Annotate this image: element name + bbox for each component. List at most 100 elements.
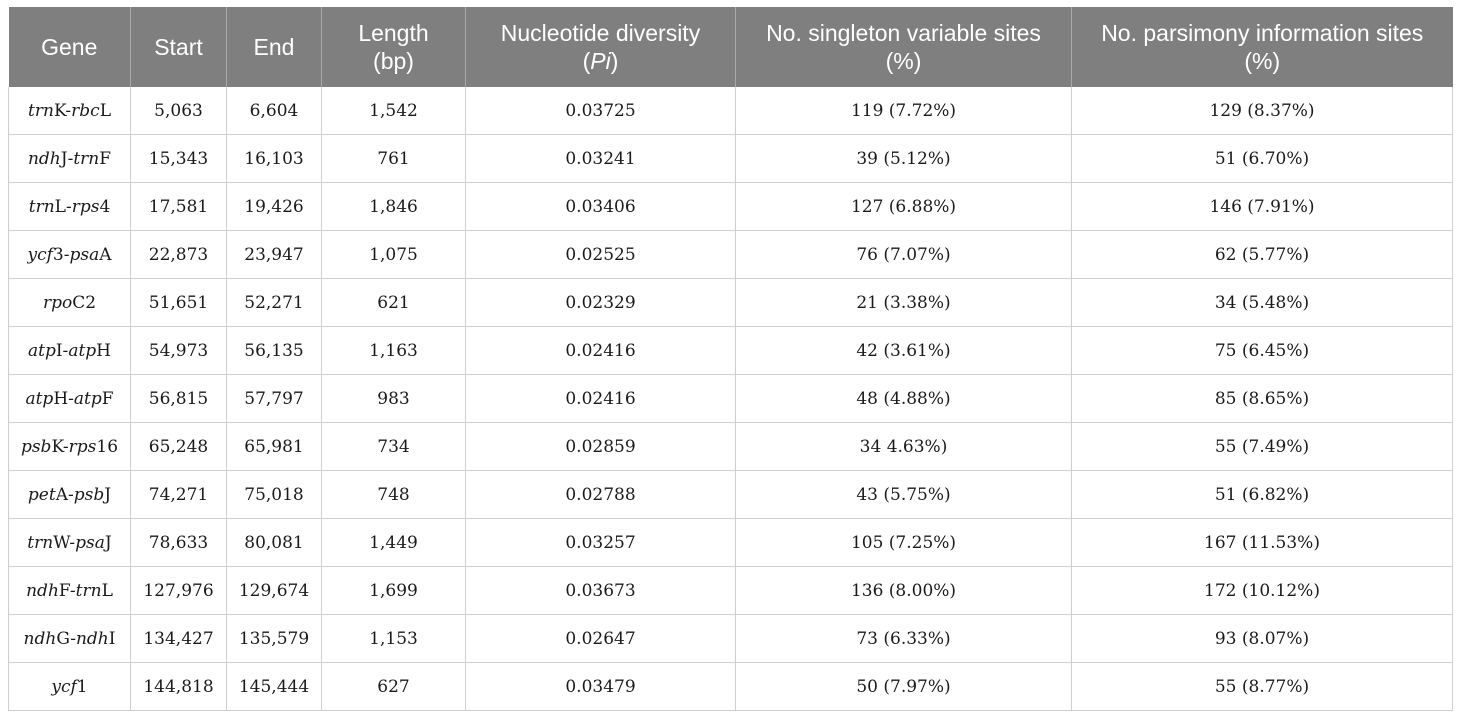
table-row: trnW-psaJ 78,633 80,081 1,449 0.03257 105 (7.… [8, 518, 1453, 567]
table-row: ndhJ-trnF 15,343 16,103 761 0.03241 39 (5.12%… [8, 134, 1453, 183]
table-row: ndhG-ndhI 134,427 135,579 1,153 0.02647 73 (6… [8, 614, 1453, 663]
cell-end: 145,444 [226, 662, 322, 711]
table-row: ycf3-psaA 22,873 23,947 1,075 0.02525 76 (7.0… [8, 230, 1453, 279]
cell-length: 1,846 [321, 182, 466, 231]
cell-diversity: 0.03673 [465, 566, 736, 615]
table-row: ndhF-trnL 127,976 129,674 1,699 0.03673 136 (… [8, 566, 1453, 615]
cell-diversity: 0.02416 [465, 374, 736, 423]
cell-parsimony: 172 (10.12%) [1071, 566, 1453, 615]
header-end: End [226, 7, 322, 87]
cell-diversity: 0.02416 [465, 326, 736, 375]
cell-singleton: 39 (5.12%) [735, 134, 1072, 183]
cell-start: 54,973 [130, 326, 227, 375]
cell-parsimony: 51 (6.70%) [1071, 134, 1453, 183]
cell-parsimony: 75 (6.45%) [1071, 326, 1453, 375]
cell-parsimony: 93 (8.07%) [1071, 614, 1453, 663]
cell-end: 23,947 [226, 230, 322, 279]
data-table-container: Gene Start End Length (bp) Nucleotide div… [8, 7, 1453, 711]
header-singleton-sites: No. singleton variable sites (%) [735, 7, 1072, 87]
header-parsimony-sites-label: No. parsimony information sites (%) [1101, 20, 1424, 74]
cell-end: 65,981 [226, 422, 322, 471]
header-row: Gene Start End Length (bp) Nucleotide div… [8, 7, 1453, 87]
cell-singleton: 127 (6.88%) [735, 182, 1072, 231]
cell-end: 80,081 [226, 518, 322, 567]
table-header: Gene Start End Length (bp) Nucleotide div… [8, 7, 1453, 87]
cell-gene: trnK-rbcL [8, 87, 131, 135]
cell-start: 51,651 [130, 278, 227, 327]
cell-end: 19,426 [226, 182, 322, 231]
cell-length: 734 [321, 422, 466, 471]
header-nucleotide-diversity-label: Nucleotide diversity (Pi) [500, 20, 701, 74]
cell-gene: petA-psbJ [8, 470, 131, 519]
header-gene: Gene [8, 7, 131, 87]
cell-end: 135,579 [226, 614, 322, 663]
cell-end: 52,271 [226, 278, 322, 327]
cell-length: 1,449 [321, 518, 466, 567]
table-row: rpoC2 51,651 52,271 621 0.02329 21 (3.38%) 34 … [8, 278, 1453, 327]
cell-length: 761 [321, 134, 466, 183]
cell-length: 1,542 [321, 87, 466, 135]
table-body: trnK-rbcL 5,063 6,604 1,542 0.03725 119 (7.72… [8, 87, 1453, 711]
cell-gene: atpI-atpH [8, 326, 131, 375]
cell-singleton: 105 (7.25%) [735, 518, 1072, 567]
cell-diversity: 0.02525 [465, 230, 736, 279]
cell-singleton: 136 (8.00%) [735, 566, 1072, 615]
cell-diversity: 0.02788 [465, 470, 736, 519]
cell-diversity: 0.03241 [465, 134, 736, 183]
cell-gene: trnL-rps4 [8, 182, 131, 231]
cell-parsimony: 167 (11.53%) [1071, 518, 1453, 567]
cell-gene: trnW-psaJ [8, 518, 131, 567]
table-row: atpH-atpF 56,815 57,797 983 0.02416 48 (4.88%… [8, 374, 1453, 423]
cell-singleton: 119 (7.72%) [735, 87, 1072, 135]
cell-parsimony: 129 (8.37%) [1071, 87, 1453, 135]
table-row: psbK-rps16 65,248 65,981 734 0.02859 34 4.63%… [8, 422, 1453, 471]
cell-gene: psbK-rps16 [8, 422, 131, 471]
cell-start: 144,818 [130, 662, 227, 711]
cell-length: 983 [321, 374, 466, 423]
cell-start: 134,427 [130, 614, 227, 663]
cell-singleton: 73 (6.33%) [735, 614, 1072, 663]
cell-length: 627 [321, 662, 466, 711]
cell-end: 129,674 [226, 566, 322, 615]
cell-length: 1,699 [321, 566, 466, 615]
cell-length: 1,163 [321, 326, 466, 375]
cell-singleton: 43 (5.75%) [735, 470, 1072, 519]
header-nucleotide-diversity: Nucleotide diversity (Pi) [465, 7, 736, 87]
cell-singleton: 34 4.63%) [735, 422, 1072, 471]
cell-diversity: 0.03257 [465, 518, 736, 567]
cell-end: 6,604 [226, 87, 322, 135]
cell-length: 1,075 [321, 230, 466, 279]
cell-start: 127,976 [130, 566, 227, 615]
cell-diversity: 0.03406 [465, 182, 736, 231]
header-length-label: Length (bp) [358, 20, 429, 74]
cell-gene: ycf3-psaA [8, 230, 131, 279]
header-end-label: End [253, 34, 295, 60]
header-parsimony-sites: No. parsimony information sites (%) [1071, 7, 1453, 87]
cell-gene: ndhJ-trnF [8, 134, 131, 183]
cell-singleton: 76 (7.07%) [735, 230, 1072, 279]
header-start: Start [130, 7, 227, 87]
cell-diversity: 0.02329 [465, 278, 736, 327]
cell-parsimony: 34 (5.48%) [1071, 278, 1453, 327]
header-start-label: Start [154, 34, 203, 60]
cell-end: 56,135 [226, 326, 322, 375]
cell-start: 15,343 [130, 134, 227, 183]
cell-gene: ycf1 [8, 662, 131, 711]
cell-singleton: 42 (3.61%) [735, 326, 1072, 375]
table-row: trnL-rps4 17,581 19,426 1,846 0.03406 127 (6.… [8, 182, 1453, 231]
cell-start: 22,873 [130, 230, 227, 279]
cell-end: 16,103 [226, 134, 322, 183]
cell-start: 5,063 [130, 87, 227, 135]
table-row: atpI-atpH 54,973 56,135 1,163 0.02416 42 (3.6… [8, 326, 1453, 375]
header-gene-label: Gene [41, 34, 98, 60]
cell-start: 65,248 [130, 422, 227, 471]
cell-length: 621 [321, 278, 466, 327]
cell-end: 57,797 [226, 374, 322, 423]
cell-start: 74,271 [130, 470, 227, 519]
cell-length: 748 [321, 470, 466, 519]
table-row: trnK-rbcL 5,063 6,604 1,542 0.03725 119 (7.72… [8, 87, 1453, 135]
cell-gene: ndhF-trnL [8, 566, 131, 615]
cell-end: 75,018 [226, 470, 322, 519]
cell-singleton: 50 (7.97%) [735, 662, 1072, 711]
cell-parsimony: 62 (5.77%) [1071, 230, 1453, 279]
